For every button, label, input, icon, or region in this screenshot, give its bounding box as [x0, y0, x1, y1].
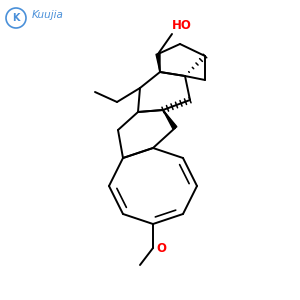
Text: O: O — [156, 242, 166, 254]
Polygon shape — [156, 54, 160, 72]
Polygon shape — [163, 110, 177, 129]
Text: HO: HO — [172, 19, 192, 32]
Text: K: K — [12, 13, 20, 23]
Text: Kuujia: Kuujia — [32, 10, 64, 20]
